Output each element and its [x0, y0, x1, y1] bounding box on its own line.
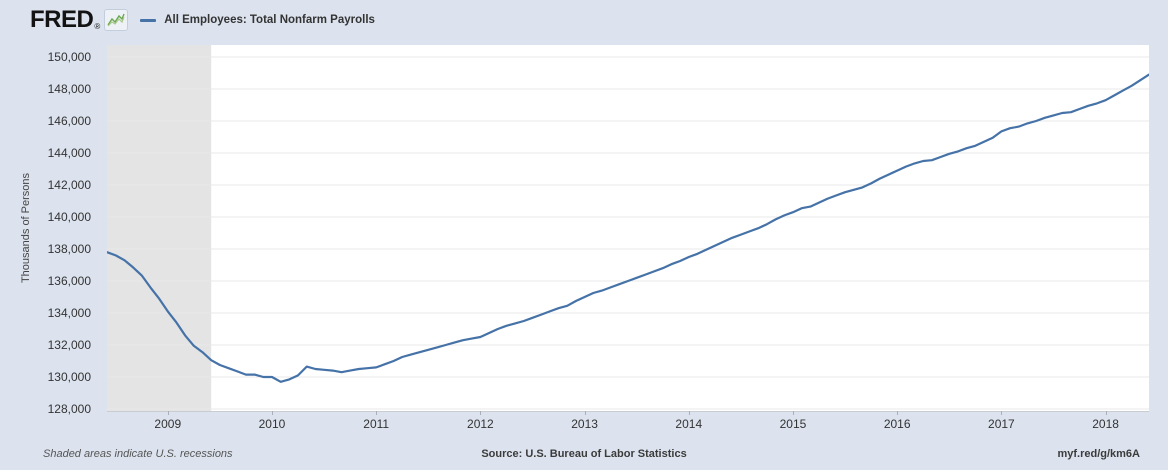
x-tick-mark — [1001, 411, 1003, 415]
x-tick-mark — [897, 411, 899, 415]
sparkline-glyph — [107, 13, 125, 27]
x-tick-label: 2009 — [154, 417, 182, 431]
x-tick-mark — [271, 411, 273, 415]
fred-sparkline-icon — [104, 9, 129, 31]
x-tick-mark — [792, 411, 794, 415]
legend-series-label: All Employees: Total Nonfarm Payrolls — [164, 14, 375, 26]
y-tick-label: 144,000 — [47, 146, 91, 160]
y-tick-label: 130,000 — [47, 370, 91, 384]
y-tick-label: 142,000 — [47, 178, 91, 192]
source-attribution: Source: U.S. Bureau of Labor Statistics — [481, 448, 687, 460]
y-tick-label: 146,000 — [47, 114, 91, 128]
x-tick-mark — [688, 411, 690, 415]
registered-trademark: ® — [94, 22, 101, 31]
y-tick-label: 134,000 — [47, 306, 91, 320]
x-tick-label: 2014 — [675, 417, 703, 431]
x-tick-mark — [584, 411, 586, 415]
x-tick-label: 2010 — [258, 417, 286, 431]
x-tick-label: 2011 — [363, 417, 390, 431]
y-tick-label: 128,000 — [47, 402, 91, 416]
fred-logo[interactable]: FRED — [30, 6, 94, 33]
y-tick-label: 132,000 — [47, 338, 91, 352]
payrolls-line-chart — [107, 45, 1149, 411]
x-tick-label: 2015 — [779, 417, 807, 431]
recession-band — [107, 45, 212, 411]
footer: Shaded areas indicate U.S. recessions So… — [0, 446, 1168, 466]
x-tick-mark — [1105, 411, 1107, 415]
myfred-short-link[interactable]: myf.red/g/km6A — [1057, 448, 1140, 460]
x-tick-label: 2016 — [883, 417, 911, 431]
y-tick-label: 136,000 — [47, 274, 91, 288]
x-tick-label: 2018 — [1092, 417, 1119, 431]
x-tick-mark — [167, 411, 169, 415]
legend-line-swatch — [140, 18, 157, 22]
y-tick-label: 138,000 — [47, 242, 91, 256]
plot-area[interactable] — [107, 45, 1149, 412]
y-tick-label: 140,000 — [47, 210, 91, 224]
y-tick-label: 150,000 — [47, 50, 91, 64]
x-tick-label: 2012 — [467, 417, 494, 431]
x-tick-mark — [376, 411, 378, 415]
x-tick-label: 2017 — [988, 417, 1015, 431]
y-tick-label: 148,000 — [47, 82, 91, 96]
x-tick-mark — [480, 411, 482, 415]
x-tick-label: 2013 — [571, 417, 598, 431]
recession-note: Shaded areas indicate U.S. recessions — [43, 448, 233, 460]
payrolls-line — [107, 73, 1149, 383]
header: FRED ® All Employees: Total Nonfarm Payr… — [30, 5, 375, 35]
